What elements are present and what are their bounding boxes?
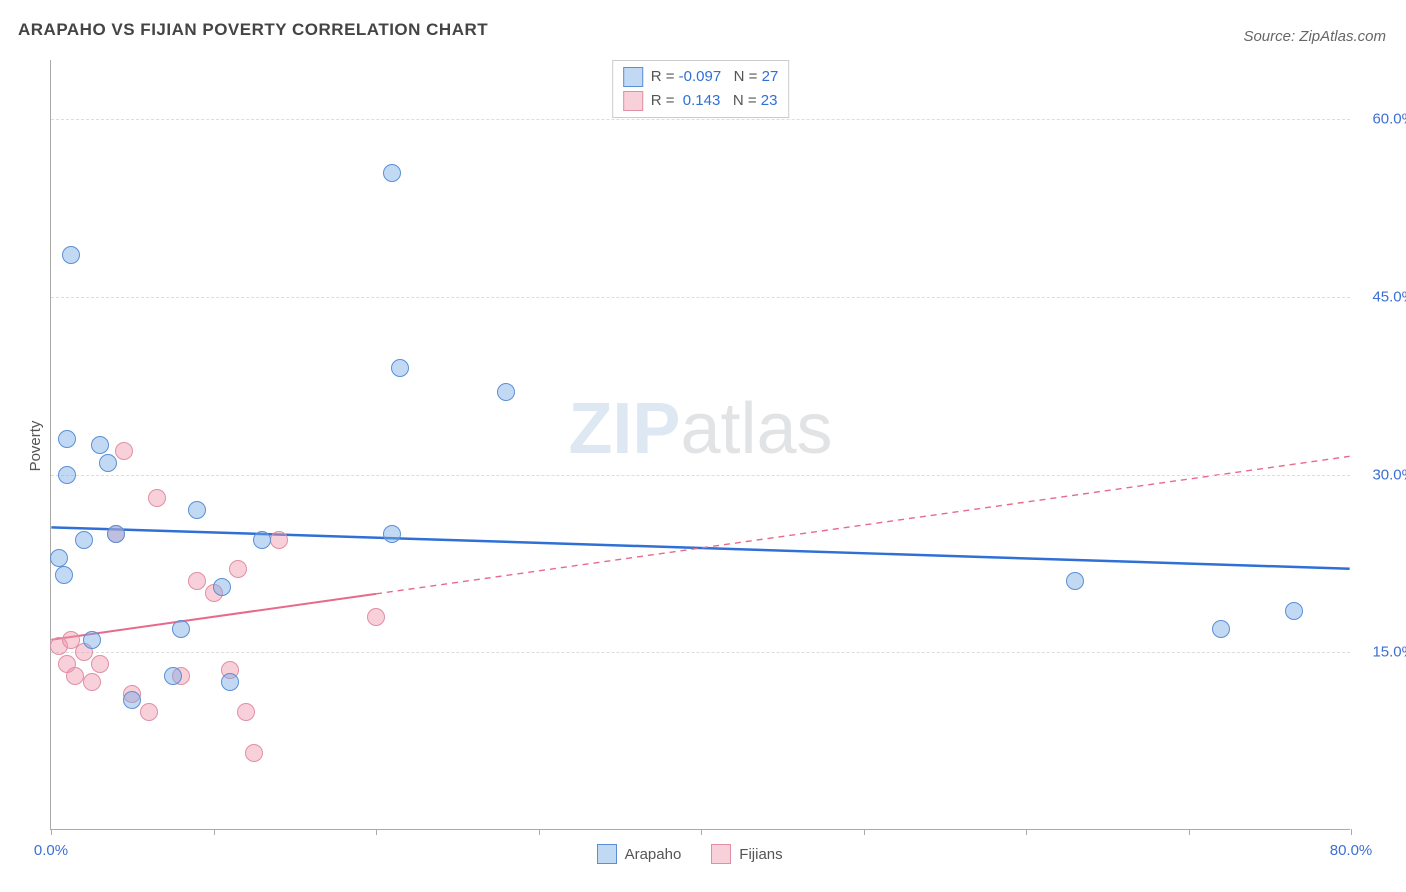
correlation-legend: R = -0.097 N = 27R = 0.143 N = 23 (612, 60, 790, 118)
x-tick-mark (1351, 829, 1352, 835)
x-tick-label: 0.0% (34, 842, 68, 859)
data-point-fijians (91, 655, 109, 673)
x-tick-mark (701, 829, 702, 835)
legend-swatch-arapaho (623, 67, 643, 87)
data-point-arapaho (1066, 572, 1084, 590)
x-tick-mark (214, 829, 215, 835)
data-point-arapaho (58, 430, 76, 448)
data-point-arapaho (75, 531, 93, 549)
data-point-arapaho (253, 531, 271, 549)
gridline (51, 119, 1350, 120)
data-point-fijians (245, 744, 263, 762)
chart-title: ARAPAHO VS FIJIAN POVERTY CORRELATION CH… (18, 20, 488, 40)
source-attribution: Source: ZipAtlas.com (1243, 28, 1386, 45)
data-point-arapaho (91, 436, 109, 454)
data-point-arapaho (107, 525, 125, 543)
data-point-fijians (229, 560, 247, 578)
data-point-arapaho (383, 525, 401, 543)
data-point-fijians (367, 608, 385, 626)
data-point-fijians (188, 572, 206, 590)
x-tick-mark (376, 829, 377, 835)
data-point-arapaho (172, 620, 190, 638)
data-point-arapaho (497, 383, 515, 401)
data-point-fijians (270, 531, 288, 549)
data-point-arapaho (83, 631, 101, 649)
series-label-arapaho: Arapaho (625, 846, 682, 863)
data-point-arapaho (55, 566, 73, 584)
y-tick-label: 45.0% (1355, 288, 1406, 305)
legend-row-arapaho: R = -0.097 N = 27 (623, 65, 779, 89)
legend-row-fijians: R = 0.143 N = 23 (623, 89, 779, 113)
series-legend-item-fijians: Fijians (711, 844, 782, 864)
series-swatch-fijians (711, 844, 731, 864)
data-point-arapaho (58, 466, 76, 484)
data-point-fijians (148, 489, 166, 507)
scatter-plot: ZIPatlas R = -0.097 N = 27R = 0.143 N = … (50, 60, 1350, 830)
gridline (51, 652, 1350, 653)
gridline (51, 475, 1350, 476)
watermark: ZIPatlas (568, 388, 832, 470)
data-point-arapaho (213, 578, 231, 596)
legend-stats-arapaho: R = -0.097 N = 27 (651, 65, 779, 89)
y-tick-label: 60.0% (1355, 111, 1406, 128)
x-tick-mark (864, 829, 865, 835)
series-swatch-arapaho (597, 844, 617, 864)
watermark-thin: atlas (680, 389, 832, 469)
data-point-fijians (83, 673, 101, 691)
series-legend: Arapaho Fijians (597, 844, 783, 864)
series-legend-item-arapaho: Arapaho (597, 844, 682, 864)
legend-stats-fijians: R = 0.143 N = 23 (651, 89, 778, 113)
x-tick-mark (51, 829, 52, 835)
data-point-arapaho (123, 691, 141, 709)
legend-swatch-fijians (623, 91, 643, 111)
watermark-bold: ZIP (568, 389, 680, 469)
x-tick-mark (1189, 829, 1190, 835)
data-point-arapaho (1212, 620, 1230, 638)
data-point-arapaho (391, 359, 409, 377)
x-tick-label: 80.0% (1330, 842, 1373, 859)
data-point-fijians (237, 703, 255, 721)
data-point-fijians (140, 703, 158, 721)
data-point-arapaho (221, 673, 239, 691)
data-point-arapaho (1285, 602, 1303, 620)
series-label-fijians: Fijians (739, 846, 782, 863)
y-tick-label: 30.0% (1355, 466, 1406, 483)
data-point-arapaho (99, 454, 117, 472)
data-point-arapaho (188, 501, 206, 519)
x-tick-mark (539, 829, 540, 835)
data-point-fijians (115, 442, 133, 460)
data-point-arapaho (164, 667, 182, 685)
gridline (51, 297, 1350, 298)
data-point-arapaho (50, 549, 68, 567)
x-tick-mark (1026, 829, 1027, 835)
data-point-arapaho (62, 246, 80, 264)
y-tick-label: 15.0% (1355, 644, 1406, 661)
y-axis-label: Poverty (27, 421, 44, 472)
data-point-arapaho (383, 164, 401, 182)
